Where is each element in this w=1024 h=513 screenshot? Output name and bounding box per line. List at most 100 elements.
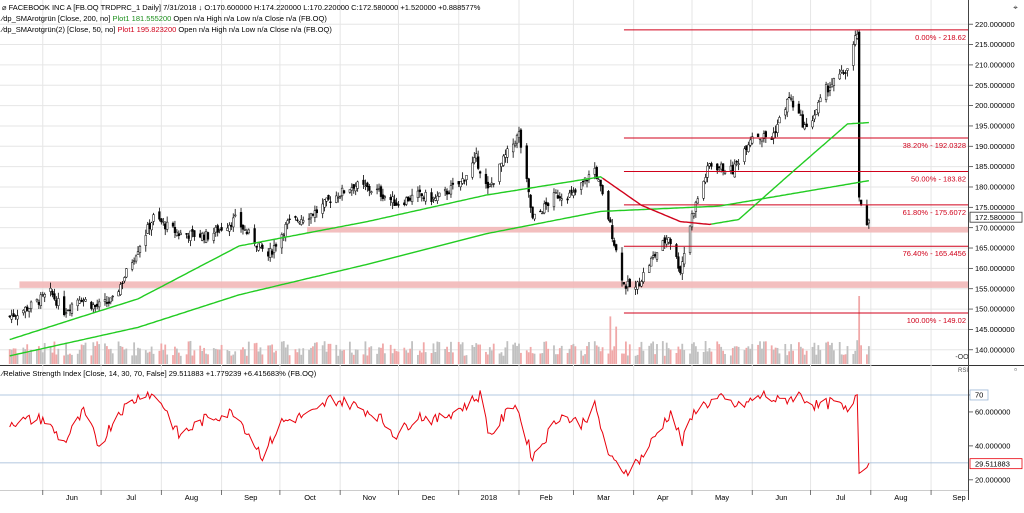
candle-body — [513, 143, 517, 146]
candle-body — [854, 35, 857, 45]
candle-body — [669, 238, 672, 245]
volume-bar — [866, 354, 868, 364]
volume-bar — [12, 348, 15, 364]
candle-body — [463, 180, 466, 182]
window-icon[interactable]: ▫ — [1014, 365, 1017, 374]
candle-body — [615, 244, 618, 251]
volume-bar — [378, 347, 380, 364]
volume-bar — [185, 354, 188, 364]
candle-body — [595, 167, 598, 179]
candle-body — [323, 199, 326, 208]
volume-bar — [131, 355, 134, 364]
volume-bar — [352, 354, 355, 364]
candle-body — [543, 203, 546, 214]
volume-bar — [731, 347, 734, 364]
volume-bar — [471, 345, 474, 364]
candle-body — [97, 301, 101, 308]
candle-body — [117, 291, 120, 297]
candle-body — [26, 306, 29, 311]
price-panel-bg — [0, 0, 968, 365]
volume-bar — [854, 350, 857, 364]
volume-bar — [852, 353, 855, 364]
volume-bar — [337, 355, 340, 364]
volume-bar — [860, 345, 862, 364]
candle-body — [545, 201, 548, 205]
candle-body — [607, 191, 610, 220]
volume-bar — [43, 342, 46, 364]
candle-body — [204, 231, 208, 243]
volume-bar — [22, 347, 25, 364]
candle-body — [651, 255, 655, 258]
candle-body — [638, 283, 641, 287]
candle-body — [515, 134, 519, 144]
candle-body — [274, 244, 278, 247]
candle-body — [811, 120, 814, 128]
volume-bar — [343, 349, 345, 364]
support-zone — [19, 281, 969, 288]
y-tick-label: 165.000000 — [975, 244, 1015, 253]
candle-body — [199, 233, 202, 238]
collapse-icon[interactable]: -OO — [955, 354, 969, 361]
volume-bar — [63, 355, 66, 364]
candle-body — [788, 96, 791, 99]
candle-body — [541, 212, 544, 215]
volume-bar — [298, 348, 301, 364]
volume-bar — [179, 355, 182, 364]
x-tick-label: Aug — [185, 493, 198, 502]
volume-bar — [799, 346, 802, 364]
candle-body — [601, 185, 604, 195]
candle-body — [432, 197, 435, 200]
volume-bar — [638, 347, 641, 364]
candle-body — [478, 171, 482, 174]
volume-bar — [710, 351, 713, 364]
candle-body — [552, 192, 556, 208]
volume-bar — [245, 355, 248, 364]
volume-bar — [395, 351, 398, 364]
volume-bar — [584, 354, 586, 364]
candle-body — [776, 124, 779, 133]
volume-bar — [78, 349, 81, 364]
candle-body — [201, 233, 204, 241]
candle-body — [737, 163, 740, 165]
candle-body — [123, 277, 126, 282]
candle-body — [352, 184, 355, 189]
volume-bar — [811, 346, 814, 364]
candle-body — [865, 205, 869, 226]
candle-body — [10, 315, 13, 320]
candle-body — [37, 302, 41, 305]
volume-bar — [654, 354, 656, 364]
volume-bar — [560, 345, 563, 364]
candle-body — [723, 171, 727, 174]
volume-bar — [150, 346, 153, 364]
candle-body — [502, 155, 505, 166]
sma50-legend: ∕dp_SMArotgrün(2) [Close, 50, no] Plot1 … — [2, 25, 332, 34]
volume-bar — [247, 341, 250, 364]
candle-body — [179, 232, 182, 235]
candle-body — [527, 178, 530, 193]
volume-bar — [533, 353, 536, 364]
candle-body — [688, 225, 692, 253]
candle-body — [187, 235, 190, 239]
volume-bar — [364, 341, 367, 364]
candle-body — [286, 220, 289, 225]
candle-body — [702, 181, 705, 199]
candle-body — [692, 213, 696, 217]
volume-bar — [240, 349, 242, 364]
volume-bar — [26, 344, 29, 364]
volume-bar — [53, 341, 56, 364]
sma200-line — [9, 180, 870, 357]
fib-level-label: 50.00% - 183.82 — [911, 174, 966, 183]
volume-bar — [556, 354, 559, 364]
volume-bar — [207, 354, 209, 364]
volume-bar — [117, 341, 120, 364]
volume-bar — [512, 344, 515, 364]
volume-bar — [362, 354, 365, 364]
volume-bar — [825, 342, 828, 364]
candle-body — [121, 282, 124, 284]
volume-bar — [321, 345, 324, 364]
pin-icon[interactable]: ⌖ — [1013, 3, 1018, 12]
volume-bar — [271, 344, 274, 364]
candle-body — [832, 78, 836, 86]
candle-body — [80, 300, 83, 303]
